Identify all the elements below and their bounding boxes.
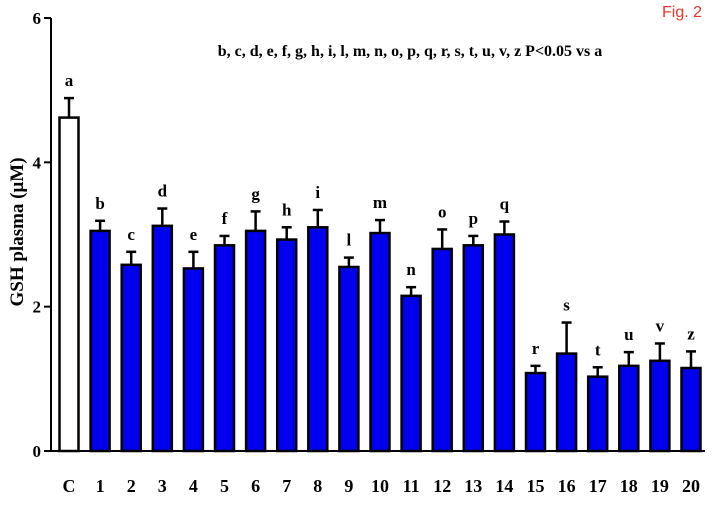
x-tick-label: 9 <box>344 476 353 496</box>
y-tick-label: 4 <box>33 153 42 172</box>
significance-letter: u <box>624 325 633 344</box>
figure-label: Fig. 2 <box>662 4 702 21</box>
significance-letter: m <box>373 193 387 212</box>
bar <box>433 249 452 451</box>
x-tick-label: 16 <box>558 476 576 496</box>
significance-letter: r <box>532 339 540 358</box>
x-tick-label: 19 <box>651 476 669 496</box>
significance-letter: c <box>127 225 135 244</box>
bar <box>557 354 576 451</box>
bar <box>588 377 607 451</box>
significance-letter: b <box>95 194 104 213</box>
significance-letter: a <box>65 71 74 90</box>
significance-letter: l <box>347 231 352 250</box>
significance-letter: t <box>595 340 601 359</box>
x-tick-label: 10 <box>371 476 389 496</box>
x-tick-label: 5 <box>220 476 229 496</box>
significance-letter: o <box>438 202 447 221</box>
x-tick-label: 18 <box>620 476 638 496</box>
y-tick-label: 0 <box>33 442 42 461</box>
x-tick-label: 8 <box>313 476 322 496</box>
y-tick-label: 2 <box>33 298 42 317</box>
bar <box>91 231 110 451</box>
x-tick-label: 14 <box>495 476 513 496</box>
x-tick-label: 7 <box>282 476 291 496</box>
bar <box>650 361 669 451</box>
bars: a b c d e f g h i l m n o p q r s t u v z <box>60 71 701 451</box>
x-tick-label: 2 <box>127 476 136 496</box>
x-tick-label: 3 <box>158 476 167 496</box>
significance-letter: d <box>158 182 168 201</box>
bar <box>277 240 296 451</box>
y-axis-label: GSH plasma (μM) <box>7 157 28 306</box>
x-tick-label: 15 <box>527 476 545 496</box>
significance-note: b, c, d, e, f, g, h, i, l, m, n, o, p, q… <box>218 43 603 60</box>
bar <box>619 366 638 451</box>
x-tick-label: 1 <box>96 476 105 496</box>
x-tick-label: 11 <box>403 476 420 496</box>
bar <box>215 245 234 451</box>
bar <box>371 233 390 451</box>
bar <box>246 231 265 451</box>
significance-letter: n <box>406 260 416 279</box>
x-tick-label: 13 <box>464 476 482 496</box>
x-tick-label: 4 <box>189 476 198 496</box>
bar <box>495 235 514 452</box>
x-tick-label: 6 <box>251 476 260 496</box>
bar <box>339 267 358 451</box>
x-tick-label: 17 <box>589 476 607 496</box>
bar <box>308 227 327 451</box>
x-tick-labels: C 1 2 3 4 5 6 7 8 9 10 11 12 13 14 15 16 17 18 19 20 <box>63 476 701 496</box>
significance-letter: h <box>282 200 292 219</box>
bar <box>402 296 421 451</box>
significance-letter: i <box>315 183 320 202</box>
y-tick-label: 6 <box>33 9 42 28</box>
bar <box>682 368 701 451</box>
bar <box>184 268 203 451</box>
significance-letter: e <box>190 225 198 244</box>
significance-letter: g <box>251 184 260 203</box>
bar <box>122 265 141 451</box>
significance-letter: s <box>563 296 570 315</box>
bar <box>464 245 483 451</box>
significance-letter: q <box>500 195 510 214</box>
significance-letter: f <box>222 209 228 228</box>
significance-letter: v <box>656 316 665 335</box>
bar <box>153 226 172 451</box>
significance-letter: z <box>687 324 695 343</box>
bar <box>60 118 79 451</box>
significance-letter: p <box>469 209 478 228</box>
bar <box>526 373 545 451</box>
x-tick-label: 12 <box>433 476 451 496</box>
y-ticks: 0 2 4 6 <box>33 9 52 461</box>
x-tick-label: 20 <box>682 476 700 496</box>
x-tick-label: C <box>63 476 76 496</box>
